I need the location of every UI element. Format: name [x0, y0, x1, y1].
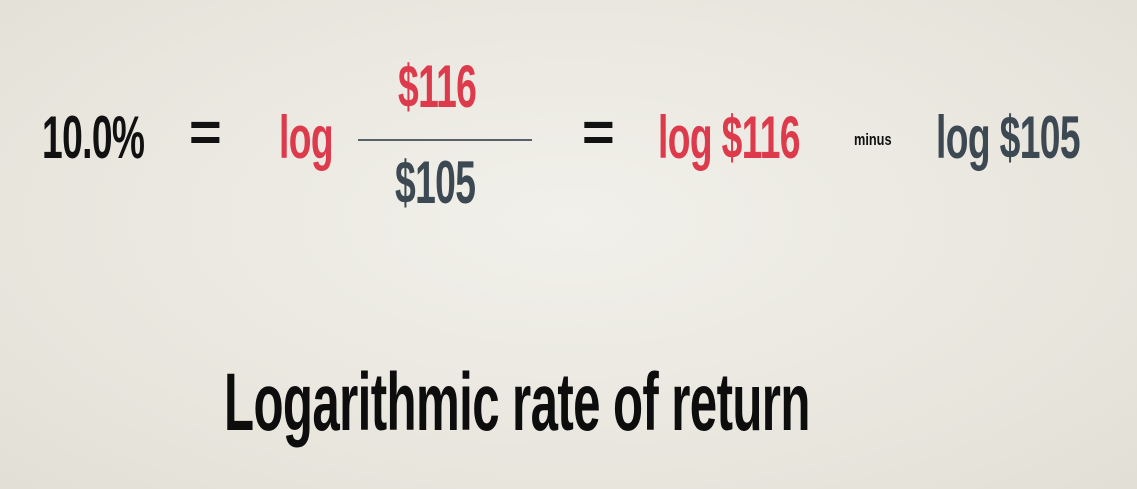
- slide-caption: Logarithmic rate of return: [224, 357, 810, 448]
- log-term-numerator: log $116: [658, 104, 800, 171]
- fraction-denominator: $105: [395, 149, 476, 216]
- log-term-denominator: log $105: [936, 104, 1081, 171]
- fraction-numerator: $116: [398, 53, 477, 120]
- log-label: log: [279, 104, 334, 171]
- rate-value: 10.0%: [42, 104, 145, 171]
- equals-sign-second: =: [582, 100, 615, 163]
- minus-word: minus: [854, 130, 892, 149]
- equals-sign: =: [189, 100, 222, 163]
- fraction-bar: [358, 139, 532, 141]
